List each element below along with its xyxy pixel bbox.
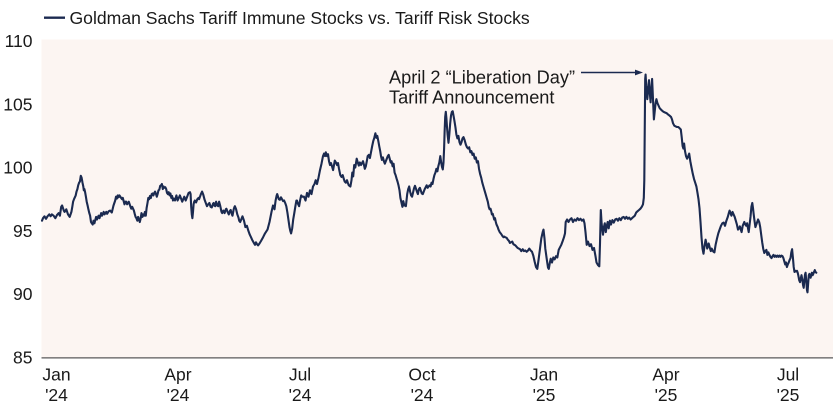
- svg-text:Jan: Jan: [42, 365, 70, 385]
- svg-text:Oct: Oct: [408, 365, 435, 385]
- svg-text:'25: '25: [533, 385, 556, 405]
- svg-text:95: 95: [13, 221, 32, 241]
- svg-text:'25: '25: [777, 385, 800, 405]
- svg-text:'24: '24: [167, 385, 190, 405]
- svg-text:110: 110: [5, 31, 33, 51]
- svg-text:'24: '24: [411, 385, 434, 405]
- svg-text:'24: '24: [289, 385, 312, 405]
- svg-text:Jul: Jul: [289, 365, 311, 385]
- svg-text:Goldman Sachs Tariff Immune St: Goldman Sachs Tariff Immune Stocks vs. T…: [70, 8, 530, 28]
- svg-text:105: 105: [3, 94, 32, 114]
- svg-text:Jul: Jul: [777, 365, 799, 385]
- svg-text:Apr: Apr: [164, 365, 191, 385]
- svg-text:Jan: Jan: [530, 365, 558, 385]
- svg-text:Tariff Announcement: Tariff Announcement: [389, 88, 554, 108]
- svg-text:Apr: Apr: [652, 365, 679, 385]
- svg-text:100: 100: [3, 158, 32, 178]
- svg-text:85: 85: [13, 348, 32, 368]
- svg-text:'25: '25: [655, 385, 678, 405]
- svg-text:90: 90: [13, 284, 33, 304]
- svg-text:April 2 “Liberation Day”: April 2 “Liberation Day”: [389, 67, 575, 87]
- svg-text:'24: '24: [45, 385, 68, 405]
